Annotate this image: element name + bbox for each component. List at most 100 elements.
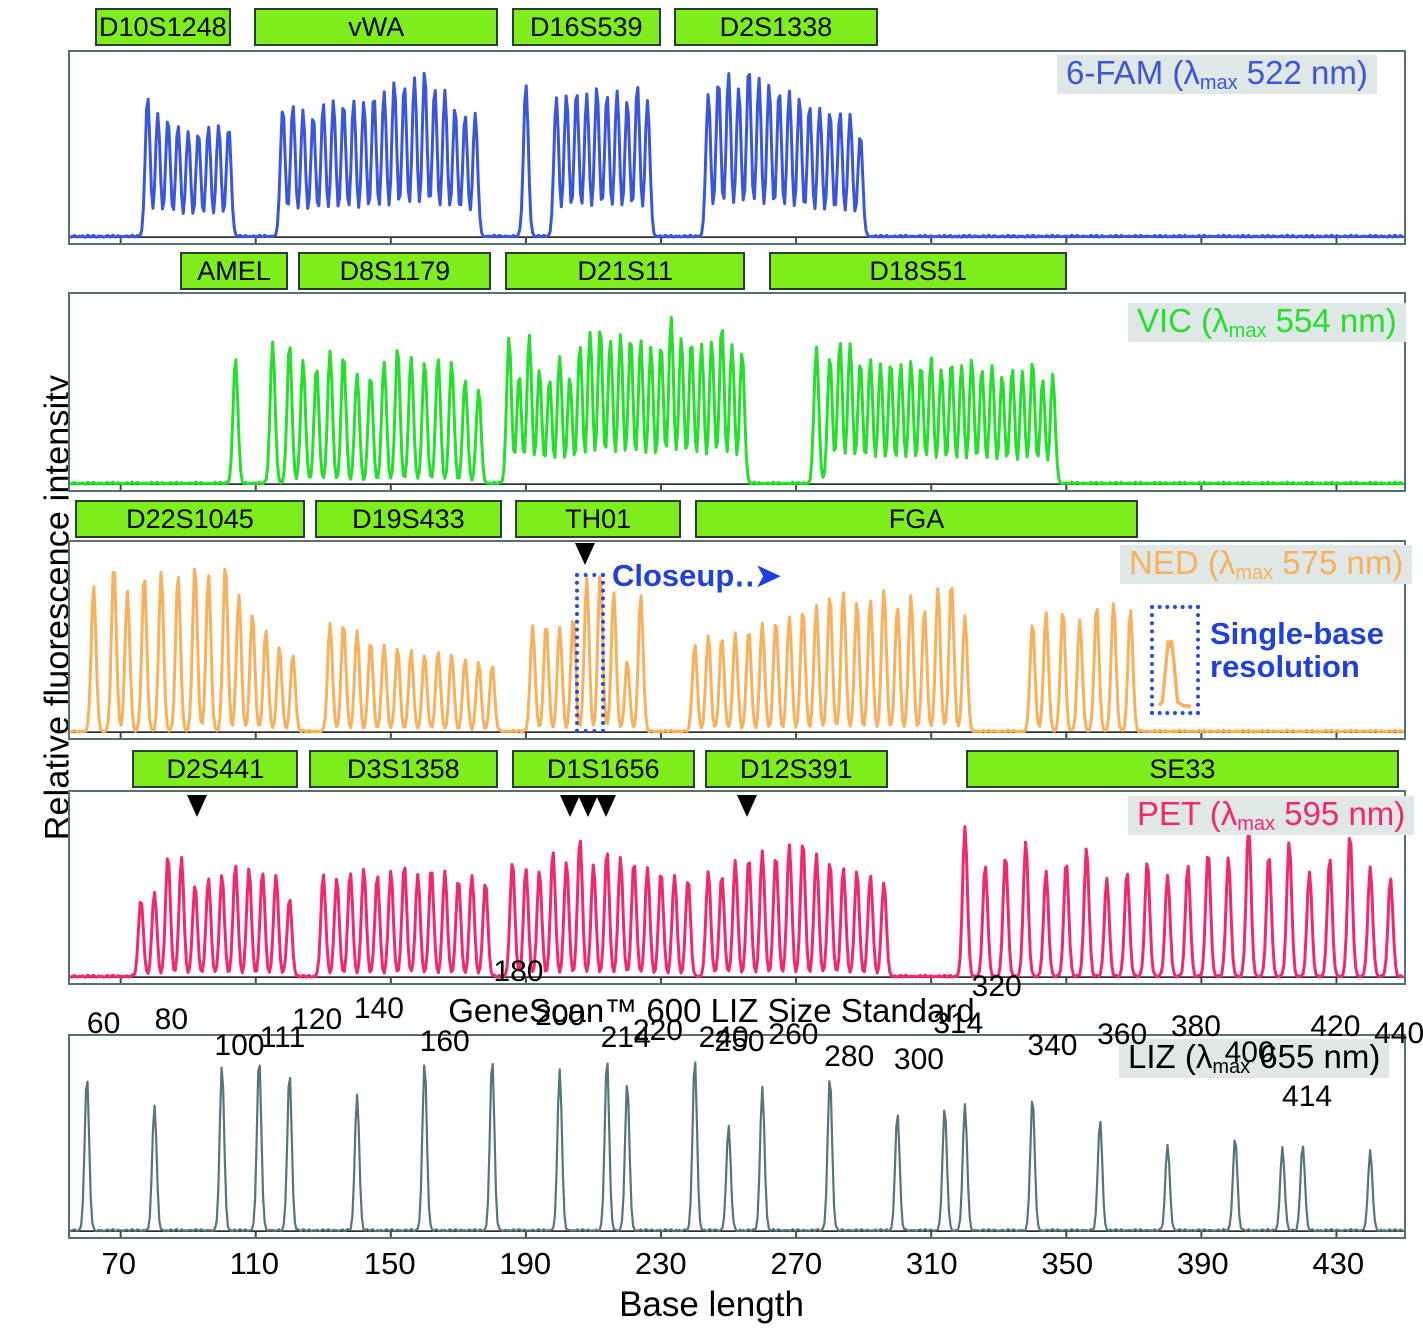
marker-box-d12s391: D12S391 [704, 750, 888, 788]
single-base-resolution-line2: resolution [1210, 648, 1360, 684]
liz-peak-label-420: 420 [1310, 1010, 1361, 1044]
liz-peak-label-314: 314 [933, 1006, 984, 1040]
trace-ned [70, 567, 1404, 734]
pet-peak-arrow-icon-5 [737, 795, 757, 817]
marker-row-vic: AMEL D8S1179 D21S11 D18S51 [68, 252, 1406, 290]
dye-label-vic: VIC (λmax 554 nm) [1128, 303, 1406, 342]
liz-peak-label-380: 380 [1170, 1010, 1221, 1044]
marker-label: AMEL [197, 255, 271, 286]
liz-peak-label-250: 250 [714, 1024, 765, 1058]
marker-label: TH01 [565, 503, 632, 534]
liz-peak-label-80: 80 [154, 1002, 189, 1036]
liz-peak-label-400: 400 [1224, 1035, 1275, 1069]
lambda-max-value: 522 nm) [1237, 54, 1368, 91]
marker-row-ned: D22S1045 D19S433 TH01 FGA [68, 500, 1406, 538]
lambda-max-value: 554 nm) [1266, 302, 1397, 339]
x-tick-label-230: 230 [634, 1246, 687, 1281]
x-tick-label-430: 430 [1312, 1246, 1365, 1281]
closeup-selection-box[interactable] [575, 573, 605, 733]
dye-label-ned: NED (λmax 575 nm) [1120, 544, 1413, 584]
marker-label: D12S391 [739, 753, 853, 784]
liz-peak-label-440: 440 [1374, 1017, 1423, 1051]
marker-label: D3S1358 [347, 753, 460, 784]
marker-row-pet: D2S441 D3S1358 D1S1656 D12S391 SE33 [68, 750, 1406, 788]
dye-name: LIZ (λ [1128, 1038, 1213, 1075]
dye-name: VIC (λ [1137, 302, 1229, 339]
lambda-max-subscript: max [1235, 562, 1274, 584]
x-tick-label-190: 190 [499, 1246, 552, 1281]
lambda-max-subscript: max [1228, 320, 1267, 342]
marker-box-th01: TH01 [515, 500, 682, 538]
liz-peak-label-220: 220 [632, 1013, 683, 1047]
liz-peak-label-140: 140 [353, 991, 404, 1025]
marker-label: D10S1248 [99, 11, 227, 42]
marker-box-d2s1338: D2S1338 [674, 8, 878, 46]
x-axis-title: Base length [619, 1285, 804, 1324]
closeup-pointer-arrow-icon [575, 543, 595, 565]
marker-label: D22S1045 [126, 503, 254, 534]
liz-size-standard-title: GeneScan™ 600 LIZ Size Standard [448, 992, 975, 1029]
marker-row-fam: D10S1248 vWA D16S539 D2S1338 [68, 8, 1406, 46]
liz-peak-label-180: 180 [493, 955, 544, 989]
liz-peak-label-160: 160 [419, 1024, 470, 1058]
liz-peak-label-280: 280 [824, 1039, 875, 1073]
marker-box-d16s539: D16S539 [511, 8, 661, 46]
marker-label: D2S1338 [719, 11, 833, 42]
marker-label: D1S1656 [546, 753, 660, 784]
x-tick-label-270: 270 [770, 1246, 823, 1281]
liz-peak-label-200: 200 [535, 999, 586, 1033]
liz-peak-label-414: 414 [1282, 1079, 1333, 1113]
marker-box-se33: SE33 [965, 750, 1400, 788]
marker-label: D8S1179 [339, 255, 451, 286]
dye-label-fam: 6-FAM (λmax 522 nm) [1057, 55, 1377, 94]
marker-label: D16S539 [529, 11, 643, 42]
trace-6-fam [70, 71, 1404, 239]
pet-peak-arrow-icon-1 [187, 795, 207, 817]
liz-peak-label-340: 340 [1027, 1028, 1078, 1062]
x-tick-label-310: 310 [905, 1246, 958, 1281]
marker-box-d3s1358: D3S1358 [308, 750, 499, 788]
pet-peak-arrow-icon-3 [578, 795, 598, 817]
single-base-resolution-line1: Single-base [1210, 616, 1384, 651]
marker-label: D19S433 [352, 503, 465, 534]
lambda-max-value: 575 nm) [1273, 544, 1404, 581]
liz-peak-label-100: 100 [214, 1028, 265, 1062]
marker-box-fga: FGA [694, 500, 1139, 538]
x-tick-label-390: 390 [1176, 1246, 1229, 1281]
marker-box-d19s433: D19S433 [315, 500, 502, 538]
marker-box-d8s1179: D8S1179 [298, 252, 492, 290]
marker-label: D18S51 [869, 255, 967, 286]
marker-box-vwa: vWA [254, 8, 499, 46]
lambda-max-subscript: max [1237, 813, 1276, 835]
marker-box-d1s1656: D1S1656 [511, 750, 695, 788]
liz-peak-label-240: 240 [698, 1021, 749, 1055]
pet-peak-arrow-icon-4 [596, 795, 616, 817]
liz-peak-label-260: 260 [768, 1017, 819, 1051]
liz-peak-label-60: 60 [86, 1006, 121, 1040]
marker-label: FGA [888, 503, 945, 534]
x-tick-label-110: 110 [229, 1246, 279, 1281]
lambda-max-value: 655 nm) [1250, 1038, 1381, 1075]
dye-label-pet: PET (λmax 595 nm) [1128, 795, 1415, 835]
marker-label: D21S11 [577, 255, 673, 286]
lambda-max-subscript: max [1199, 72, 1238, 94]
x-tick-label-350: 350 [1041, 1246, 1094, 1281]
panel-liz [68, 1034, 1406, 1239]
dye-name: NED (λ [1129, 544, 1236, 581]
marker-box-d21s11: D21S11 [504, 252, 746, 290]
dye-name: 6-FAM (λ [1066, 54, 1200, 91]
liz-peak-label-320: 320 [971, 969, 1022, 1003]
marker-box-d18s51: D18S51 [769, 252, 1068, 290]
closeup-label: Closeup․․➤ [612, 558, 782, 593]
marker-box-d22s1045: D22S1045 [74, 500, 306, 538]
dye-name: PET (λ [1137, 795, 1238, 832]
marker-box-amel: AMEL [179, 252, 289, 290]
marker-label: vWA [348, 11, 405, 42]
lambda-max-value: 595 nm) [1275, 795, 1406, 832]
liz-peak-label-214: 214 [600, 1021, 651, 1055]
trace-liz [70, 1061, 1404, 1233]
single-base-resolution-inset-box [1150, 605, 1200, 715]
x-tick-label-150: 150 [363, 1246, 416, 1281]
marker-box-d2s441: D2S441 [132, 750, 299, 788]
